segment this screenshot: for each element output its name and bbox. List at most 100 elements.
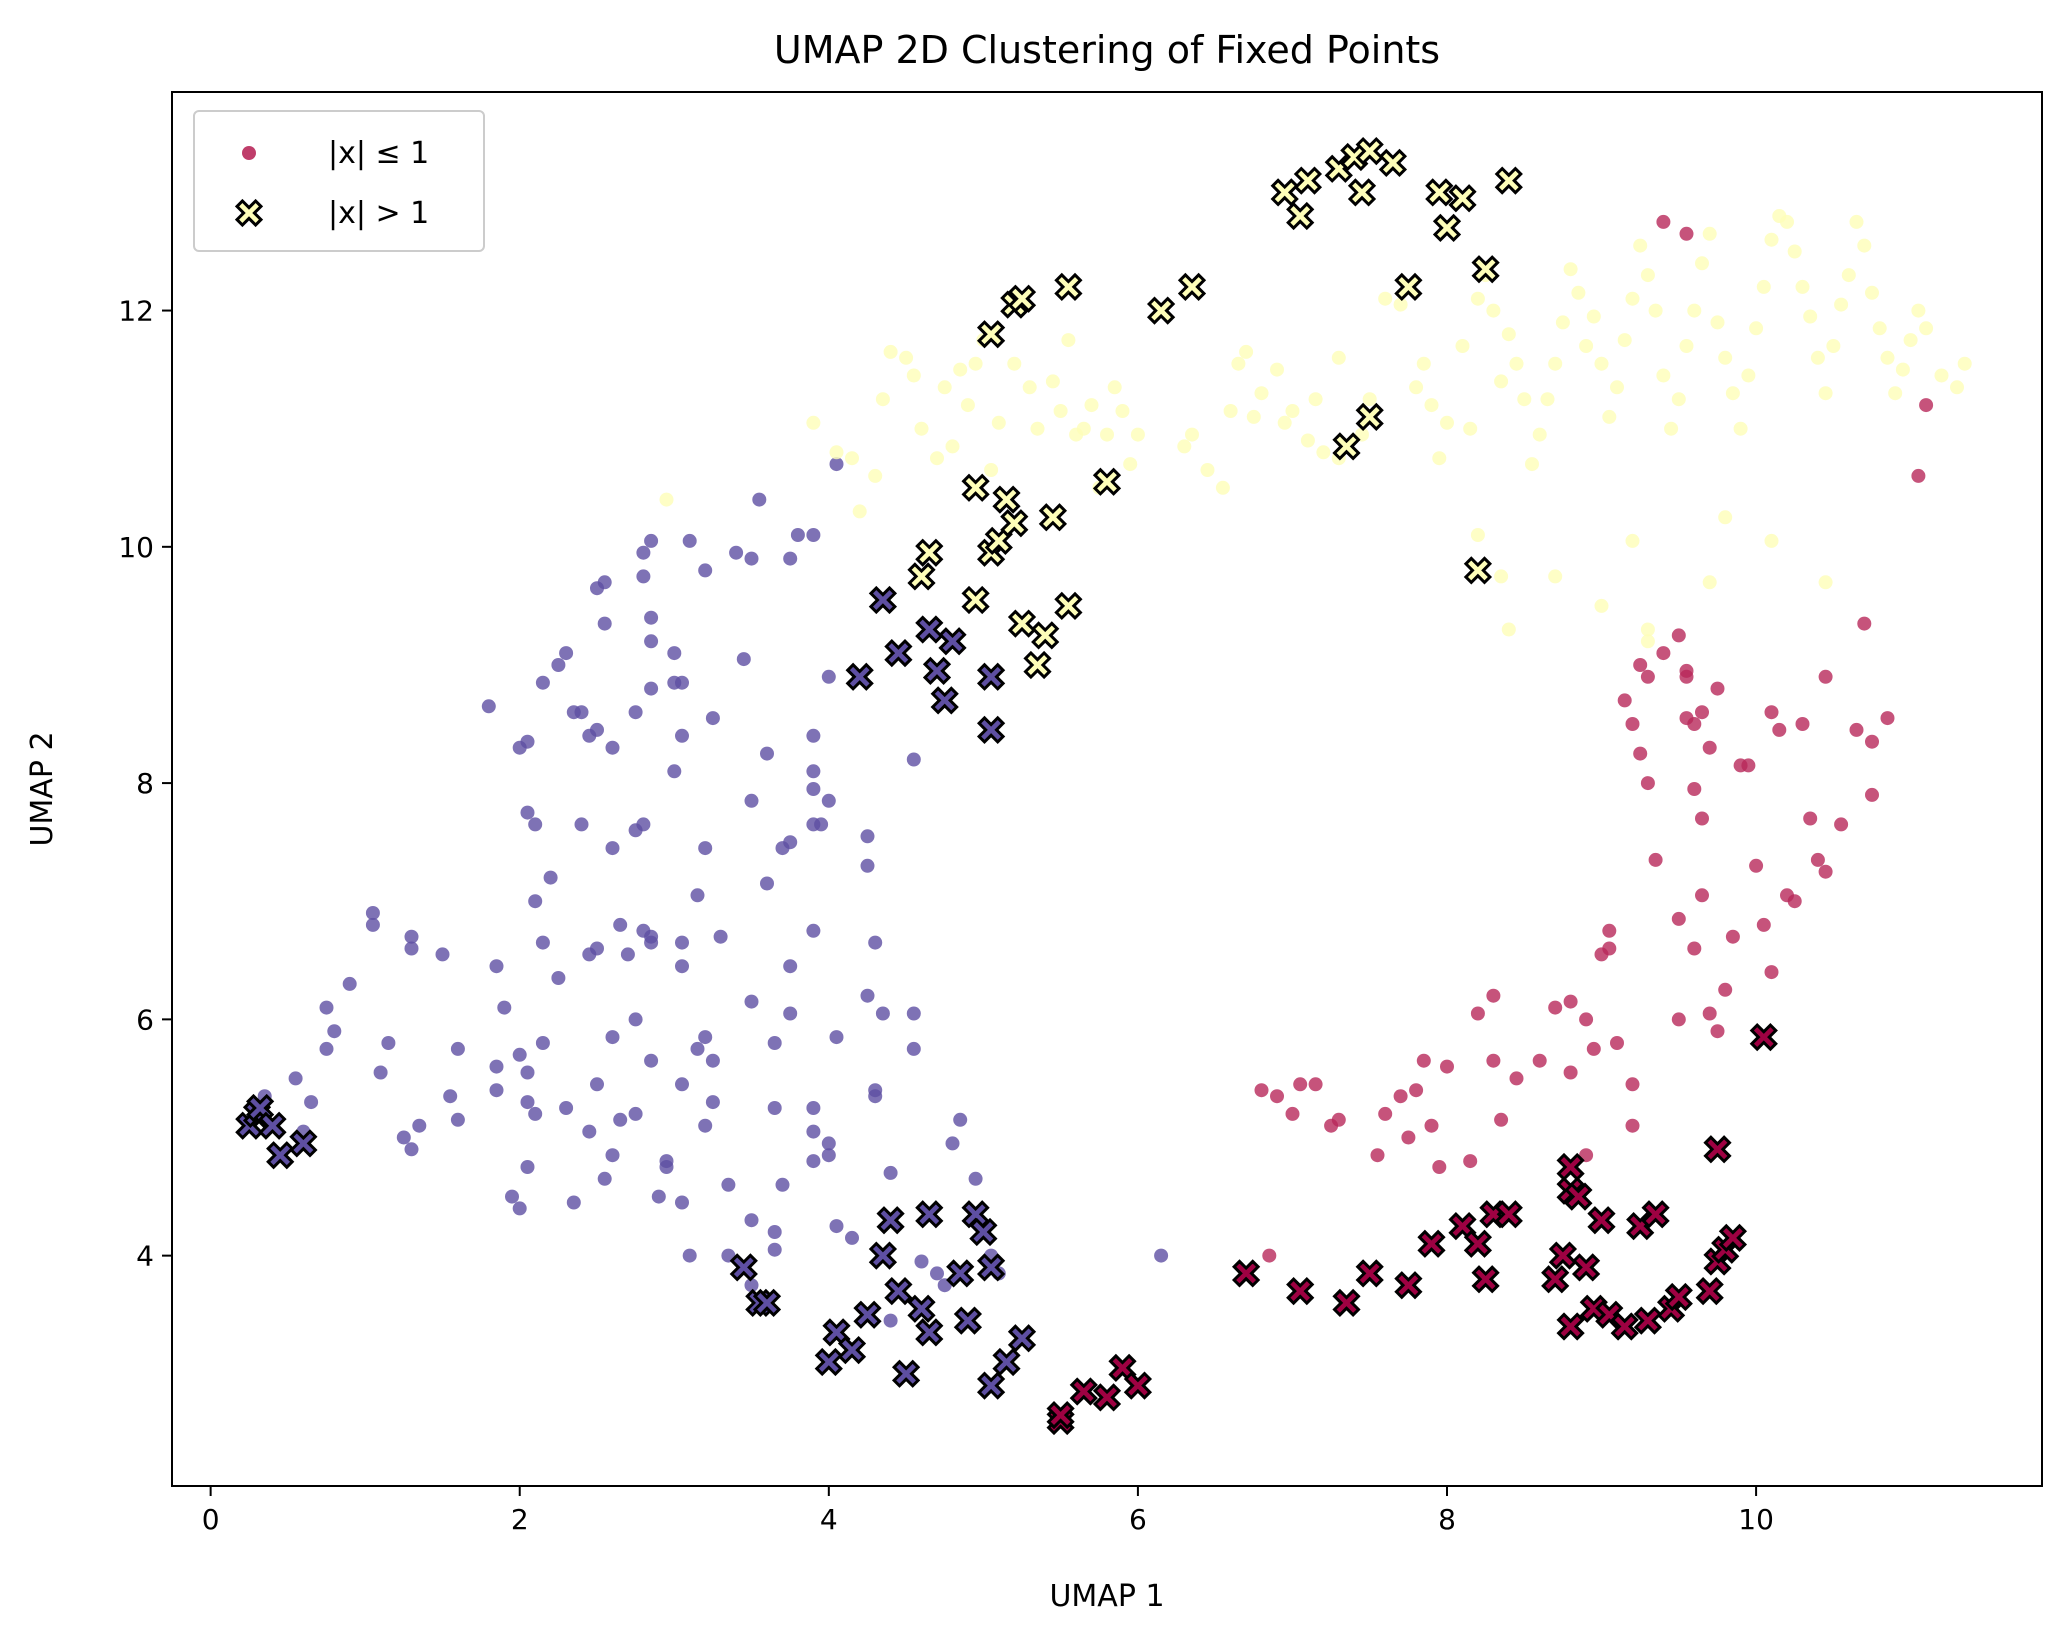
scatter-point-yellow (1362, 392, 1377, 407)
scatter-point-yellow (1470, 528, 1485, 542)
scatter-point-yellow (1950, 380, 1964, 395)
scatter-point-pink (1416, 1053, 1431, 1068)
scatter-point-pink (1409, 1083, 1424, 1098)
scatter-point-yellow (1548, 569, 1563, 584)
scatter-point-yellow (1880, 350, 1895, 365)
x-marker-point-red (1123, 1371, 1153, 1400)
scatter-point-yellow (968, 356, 983, 371)
x-marker-point-purple (930, 686, 959, 715)
x-marker-point-yellow (1007, 284, 1037, 313)
scatter-point-pink (1494, 1112, 1509, 1127)
x-marker-point-yellow (1432, 213, 1462, 243)
x-marker-point-red (1695, 1276, 1724, 1306)
x-marker-point-purple (953, 1306, 983, 1335)
scatter-point-purple (381, 1036, 396, 1050)
scatter-point-yellow (1393, 297, 1408, 312)
scatter-point-purple (450, 1041, 465, 1056)
scatter-point-yellow (868, 468, 883, 483)
scatter-point-pink (1695, 705, 1709, 720)
scatter-point-purple (1154, 1248, 1169, 1263)
scatter-point-pink (1787, 894, 1802, 909)
scatter-point-purple (806, 923, 821, 938)
x-axis-label: UMAP 1 (1049, 1579, 1164, 1614)
scatter-point-pink (1586, 1041, 1601, 1056)
x-marker-point-purple (876, 1206, 905, 1235)
x-marker-point-yellow (1471, 255, 1500, 284)
scatter-point-purple (675, 1195, 689, 1210)
scatter-point-yellow (1749, 321, 1764, 336)
scatter-point-purple (806, 528, 821, 542)
scatter-point-yellow (1648, 303, 1663, 318)
x-tick-label: 4 (820, 1503, 838, 1536)
scatter-point-pink (1532, 1053, 1547, 1068)
scatter-point-yellow (1888, 386, 1903, 401)
scatter-point-yellow (1300, 433, 1315, 448)
scatter-point-yellow (1270, 362, 1284, 377)
x-marker-point-red (1448, 1211, 1477, 1241)
scatter-point-yellow (1316, 445, 1331, 460)
x-marker-point-purple (884, 638, 913, 668)
x-marker-point-yellow (1463, 556, 1493, 585)
x-marker-point-red (1332, 1288, 1361, 1318)
scatter-point-yellow (1424, 398, 1439, 413)
scatter-point-yellow (937, 380, 952, 395)
scatter-point-yellow (1107, 380, 1122, 395)
x-marker-point-red (1556, 1152, 1585, 1182)
scatter-point-yellow (1501, 622, 1516, 637)
scatter-point-purple (559, 646, 574, 661)
scatter-point-yellow (845, 451, 859, 466)
scatter-point-purple (659, 1154, 674, 1169)
x-marker-point-yellow (1054, 591, 1083, 621)
x-tick-label: 2 (511, 1503, 529, 1536)
scatter-point-purple (767, 1242, 782, 1257)
scatter-point-pink (1710, 681, 1725, 696)
x-marker-point-purple (992, 1347, 1021, 1377)
scatter-point-purple (520, 1065, 535, 1080)
scatter-point-pink (1810, 852, 1825, 867)
scatter-point-purple (675, 959, 689, 974)
x-marker-point-purple (938, 627, 967, 656)
scatter-point-purple (953, 1112, 968, 1127)
scatter-point-yellow (1185, 427, 1199, 442)
scatter-point-pink (1865, 734, 1879, 749)
scatter-point-pink (1548, 1000, 1563, 1015)
scatter-point-purple (396, 1130, 411, 1145)
scatter-point-pink (1741, 758, 1756, 773)
legend-x-marker-icon (234, 198, 264, 228)
scatter-point-yellow (1610, 380, 1624, 395)
scatter-point-yellow (1076, 421, 1091, 436)
scatter-point-purple (821, 793, 836, 808)
scatter-point-pink (1401, 1130, 1416, 1145)
x-marker-point-purple (837, 1335, 867, 1365)
scatter-point-yellow (1555, 315, 1570, 330)
scatter-point-yellow (1865, 285, 1879, 300)
scatter-point-yellow (1725, 386, 1740, 401)
scatter-point-yellow (1053, 404, 1068, 418)
scatter-point-purple (644, 533, 659, 548)
x-marker-point-purple (289, 1129, 318, 1158)
scatter-point-purple (744, 994, 759, 1009)
x-marker-point-yellow (1340, 142, 1369, 172)
scatter-point-pink (1602, 923, 1617, 938)
scatter-point-yellow (1579, 339, 1594, 353)
scatter-point-purple (644, 634, 659, 649)
scatter-point-purple (559, 1101, 574, 1115)
x-marker-point-yellow (915, 538, 944, 567)
scatter-point-pink (1633, 746, 1648, 761)
x-marker-point-purple (891, 1359, 921, 1388)
scatter-point-yellow (1764, 232, 1779, 247)
scatter-point-purple (845, 1230, 859, 1245)
scatter-point-purple (597, 616, 612, 631)
scatter-point-purple (489, 1059, 504, 1074)
x-marker-point-purple (884, 1276, 913, 1306)
scatter-point-yellow (984, 463, 999, 477)
scatter-point-purple (319, 1000, 334, 1015)
scatter-point-pink (1818, 864, 1833, 879)
x-marker-point-red (1286, 1276, 1315, 1306)
scatter-point-yellow (1857, 238, 1872, 253)
scatter-point-yellow (1501, 327, 1516, 342)
scatter-point-purple (883, 1313, 898, 1328)
scatter-point-pink (1254, 1083, 1269, 1098)
